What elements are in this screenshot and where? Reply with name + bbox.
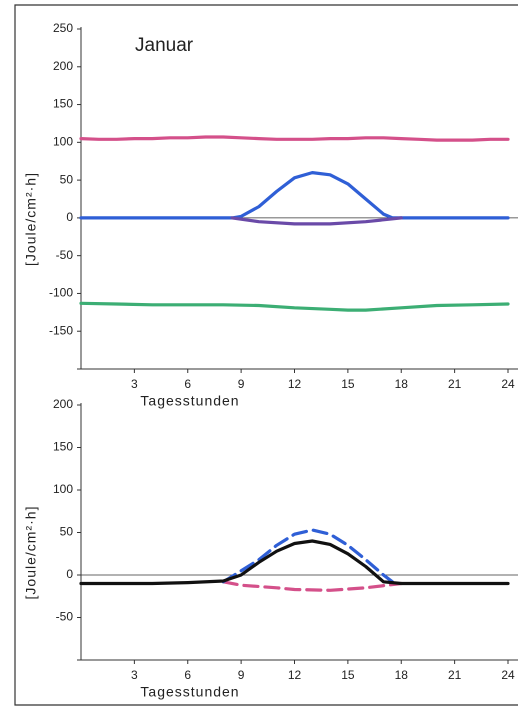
frame: [14, 4, 518, 706]
x-tick-label: 18: [395, 377, 409, 391]
x-tick-label: 24: [501, 668, 515, 682]
x-tick-label: 12: [288, 668, 302, 682]
x-tick-label: 6: [184, 377, 191, 391]
y-tick-label: 100: [53, 482, 73, 496]
y-tick-label: 150: [53, 97, 73, 111]
y-tick-label: 100: [53, 135, 73, 149]
x-tick-label: 21: [448, 668, 462, 682]
y-tick-label: -50: [56, 610, 74, 624]
y-axis-label: [Joule/cm²·h]: [23, 506, 39, 600]
y-tick-label: 150: [53, 440, 73, 454]
data-line: [221, 580, 403, 592]
x-tick-label: 24: [501, 377, 515, 391]
chart-title: Januar: [135, 35, 194, 56]
x-tick-label: 15: [341, 377, 355, 391]
y-tick-label: 50: [60, 525, 74, 539]
data-line: [79, 171, 510, 220]
x-axis-label: Tagesstunden: [140, 684, 239, 700]
y-tick-label: -50: [56, 248, 74, 262]
data-line: [221, 528, 394, 584]
x-tick-label: 3: [131, 668, 138, 682]
y-axis-label: [Joule/cm²·h]: [23, 172, 39, 266]
y-tick-label: 0: [66, 210, 73, 224]
data-line: [79, 539, 510, 586]
data-line: [230, 216, 403, 226]
x-tick-label: 12: [288, 377, 302, 391]
x-tick-label: 15: [341, 668, 355, 682]
x-tick-label: 21: [448, 377, 462, 391]
y-tick-label: 0: [66, 567, 73, 581]
x-tick-label: 9: [238, 668, 245, 682]
x-tick-label: 9: [238, 377, 245, 391]
x-tick-label: 18: [395, 668, 409, 682]
x-axis-label: Tagesstunden: [140, 393, 239, 409]
y-tick-label: 200: [53, 59, 73, 73]
y-tick-label: 50: [60, 172, 74, 186]
x-tick-label: 3: [131, 377, 138, 391]
y-tick-label: 200: [53, 397, 73, 411]
data-line: [79, 135, 510, 142]
y-tick-label: -150: [49, 323, 73, 337]
data-line: [79, 301, 510, 312]
x-tick-label: 6: [184, 668, 191, 682]
y-tick-label: 250: [53, 21, 73, 35]
y-tick-label: -100: [49, 286, 73, 300]
